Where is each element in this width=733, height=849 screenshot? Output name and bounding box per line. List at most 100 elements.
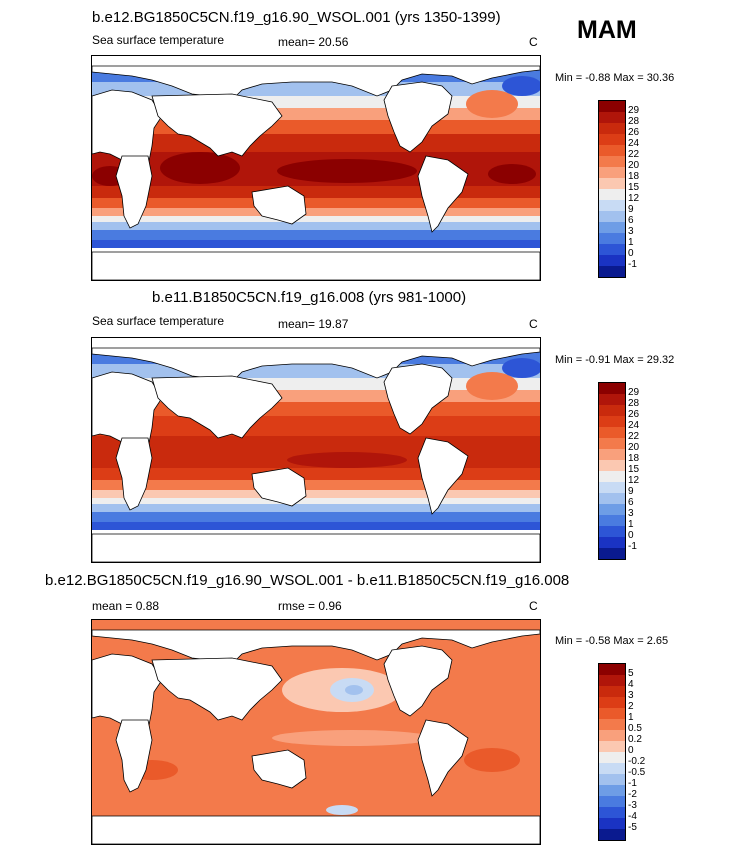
colorbar-swatch [599,427,625,438]
colorbar-swatch [599,145,625,156]
colorbar-tick-label: 26 [628,127,640,138]
colorbar-swatch [599,156,625,167]
colorbar-tick-label: -0.2 [628,756,646,767]
colorbar-tick-label: 0 [628,745,634,756]
colorbar-tick-label: 20 [628,160,640,171]
colorbar-swatch [599,493,625,504]
panel-2-map-svg [92,338,540,562]
colorbar-tick-label: 3 [628,690,634,701]
sst-band [92,504,540,512]
panel-2-map [91,337,541,563]
sst-band [92,402,540,416]
colorbar-tick-label: 0.5 [628,723,642,734]
colorbar-swatch [599,255,625,266]
colorbar-swatch [599,719,625,730]
sst-band [92,216,540,222]
south-america [417,437,469,515]
gulf-stream [466,90,518,118]
sst-band [92,230,540,240]
colorbar-swatch [599,796,625,807]
panel-3-colorbar-ticks: 5 4 3 2 1 0.5 0.2 0 -0.2 -0.5 -1 -2 -3 -4 -5 [628,663,658,839]
asia [151,657,283,721]
colorbar-swatch [599,167,625,178]
northern-coast [92,65,540,103]
colorbar-swatch [599,807,625,818]
colorbar-swatch [599,785,625,796]
colorbar-tick-label: 15 [628,182,640,193]
land-masses [92,629,540,844]
sst-band [92,416,540,436]
colorbar-swatch [599,383,625,394]
colorbar-tick-label: 0 [628,530,634,541]
panel-3-map-svg [92,620,540,844]
panel-2-title: b.e11.B1850C5CN.f19_g16.008 (yrs 981-100… [152,289,467,306]
colorbar-swatch [599,394,625,405]
colorbar-tick-label: -5 [628,822,637,833]
colorbar-swatch [599,112,625,123]
colorbar-swatch [599,178,625,189]
colorbar-tick-label: -2 [628,789,637,800]
australia [251,185,307,225]
sst-band [92,490,540,498]
colorbar-swatch [599,730,625,741]
colorbar-tick-label: 12 [628,193,640,204]
colorbar-swatch [599,211,625,222]
diff-field [326,805,358,815]
sst-band [92,222,540,230]
land-masses [92,65,540,280]
sst-band [92,198,540,208]
antarctica [92,533,540,562]
colorbar-tick-label: 6 [628,497,634,508]
panel-3-units: C [529,599,538,613]
colorbar-tick-label: 24 [628,420,640,431]
panel-3-map [91,619,541,845]
warm-pool [160,152,240,184]
diff-field [464,748,520,772]
colorbar-tick-label: 26 [628,409,640,420]
colorbar-tick-label: 3 [628,508,634,519]
colorbar-tick-label: 9 [628,204,634,215]
sst-band [92,468,540,480]
colorbar-swatch [599,482,625,493]
colorbar-swatch [599,675,625,686]
colorbar-tick-label: 22 [628,431,640,442]
colorbar-swatch [599,471,625,482]
panel-3-minmax: Min = -0.58 Max = 2.65 [555,635,669,647]
south-america [417,155,469,233]
panel-1-colorbar-ticks: 29 28 26 24 22 20 18 15 12 9 6 3 1 0 -1 [628,100,658,276]
colorbar-tick-label: -1 [628,541,637,552]
north-america [383,81,453,153]
antarctica [92,251,540,280]
colorbar-swatch [599,741,625,752]
panel-2-units: C [529,317,538,331]
panel-3-mean-label: mean = 0.88 [92,599,160,613]
colorbar-tick-label: 0 [628,248,634,259]
warm-pool [287,452,407,468]
arctic-region [92,338,540,350]
colorbar-tick-label: 15 [628,464,640,475]
colorbar-tick-label: 3 [628,226,634,237]
colorbar-swatch [599,438,625,449]
colorbar-swatch [599,416,625,427]
colorbar-tick-label: 24 [628,138,640,149]
warm-pool [277,159,417,183]
colorbar-tick-label: 18 [628,453,640,464]
colorbar-swatch [599,708,625,719]
panel-2-mean-label: mean= 19.87 [278,317,349,331]
colorbar-tick-label: 9 [628,486,634,497]
panel-1-colorbar [598,100,626,278]
panel-1-minmax: Min = -0.88 Max = 30.36 [555,72,675,84]
warm-pool [488,164,536,184]
northern-coast [92,629,540,667]
diff-field [92,620,540,816]
diff-field [345,685,363,695]
gulf-stream [466,372,518,400]
asia [151,375,283,439]
colorbar-tick-label: 20 [628,442,640,453]
antarctica [92,815,540,844]
panel-2-variable-label: Sea surface temperature [92,314,225,328]
colorbar-swatch [599,134,625,145]
north-america [383,363,453,435]
sst-band [92,522,540,530]
cold-pool [502,358,540,378]
